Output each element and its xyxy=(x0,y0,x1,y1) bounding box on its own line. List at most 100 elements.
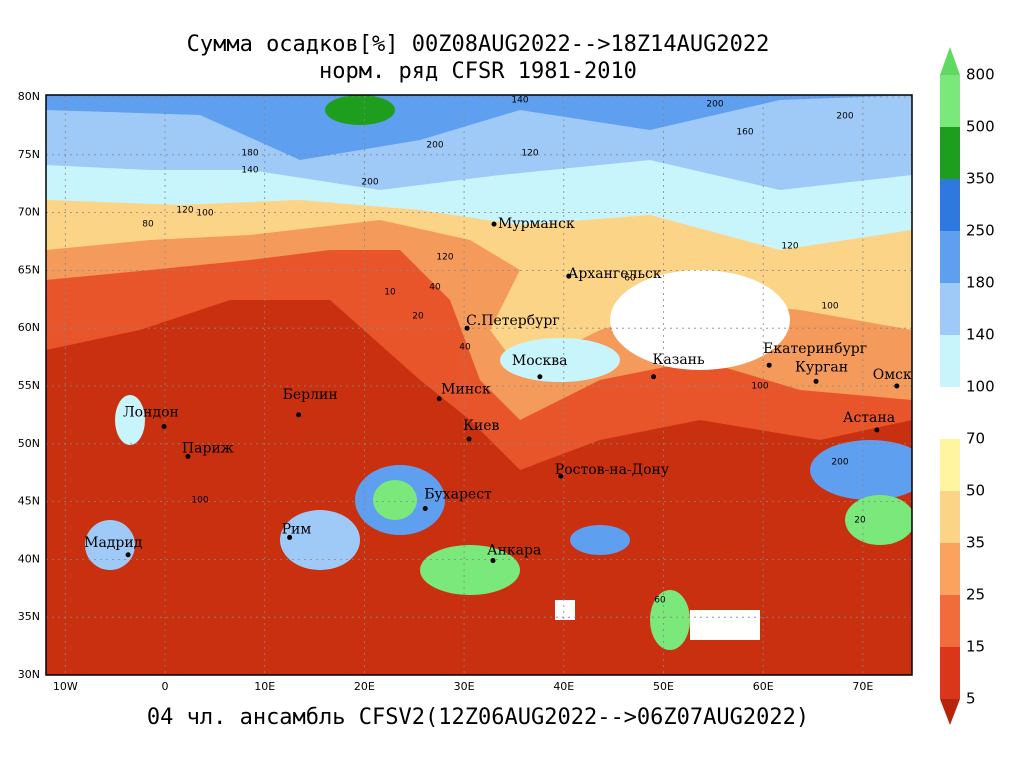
lat-label: 60N xyxy=(18,321,40,334)
colorbar-label: 350 xyxy=(966,170,995,188)
colorbar-label: 100 xyxy=(966,378,995,396)
city-dot xyxy=(436,396,442,402)
city-dot xyxy=(466,436,472,442)
lat-label: 35N xyxy=(18,610,40,623)
colorbar-swatch xyxy=(940,335,960,387)
field-missing xyxy=(555,600,575,620)
contour-label: 20 xyxy=(854,516,866,526)
colorbar-swatch xyxy=(940,595,960,647)
colorbar-swatch xyxy=(940,75,960,127)
contour-label: 200 xyxy=(831,458,848,468)
city-dot xyxy=(490,558,496,564)
field-missing xyxy=(690,610,760,640)
city-label: Омск xyxy=(873,367,912,383)
field-blue-patch xyxy=(280,510,360,570)
city-dot xyxy=(766,362,772,368)
colorbar-label: 15 xyxy=(966,638,985,656)
city-dot xyxy=(185,454,191,460)
field-green-patch xyxy=(845,495,912,545)
colorbar-arrow xyxy=(940,47,960,75)
lon-label: 0 xyxy=(162,680,169,693)
contour-label: 20 xyxy=(412,312,424,322)
contour-label: 10 xyxy=(384,288,396,298)
grid xyxy=(46,95,912,676)
city-label: Ростов-на-Дону xyxy=(555,462,670,478)
city-dot xyxy=(894,383,900,389)
field-blue-patch xyxy=(570,525,630,555)
lat-label: 50N xyxy=(18,437,40,450)
city-dot xyxy=(558,473,564,479)
colorbar-label: 25 xyxy=(966,586,985,604)
field-blue-patch xyxy=(85,520,135,570)
colorbar-label: 35 xyxy=(966,534,985,552)
contour-label: 200 xyxy=(836,112,853,122)
lat-label: 65N xyxy=(18,263,40,276)
footer: 04 чл. ансамбль CFSV2(12Z06AUG2022-->06Z… xyxy=(147,705,809,730)
lon-label: 20E xyxy=(354,680,375,693)
colorbar-label: 500 xyxy=(966,118,995,136)
field-cyan-patch xyxy=(500,338,620,382)
colorbar-swatch xyxy=(940,179,960,231)
city-dot xyxy=(491,221,497,227)
colorbar: 800 500 350 250 180 140 100 70 50 35 25 15 5 xyxy=(940,47,995,725)
city-label: Минск xyxy=(441,382,491,398)
city-label: Курган xyxy=(795,359,848,375)
map-field xyxy=(46,95,912,675)
colorbar-swatch xyxy=(940,491,960,543)
contour-label: 200 xyxy=(361,178,378,188)
city-dot xyxy=(566,273,572,279)
field-blue xyxy=(46,95,912,160)
field-white xyxy=(610,270,790,370)
contour-label: 200 xyxy=(426,141,443,151)
lat-label: 80N xyxy=(18,90,40,103)
city-label: Мурманск xyxy=(498,216,575,232)
field-green-patch xyxy=(373,480,417,520)
contour-label: 100 xyxy=(196,209,213,219)
colorbar-swatch xyxy=(940,387,960,439)
city-label: Мадрид xyxy=(84,535,143,551)
colorbar-swatch xyxy=(940,231,960,283)
title: Сумма осадков[%] 00Z08AUG2022-->18Z14AUG… xyxy=(187,32,770,57)
field-green-patch xyxy=(420,545,520,595)
colorbar-label: 180 xyxy=(966,274,995,292)
contour-label: 120 xyxy=(781,242,798,252)
colorbar-label: 50 xyxy=(966,482,985,500)
field-blue-patch xyxy=(810,440,912,500)
city-label: Бухарест xyxy=(424,487,492,503)
colorbar-swatch xyxy=(940,283,960,335)
lat-label: 45N xyxy=(18,495,40,508)
lat-label: 30N xyxy=(18,668,40,681)
colorbar-swatch xyxy=(940,127,960,179)
contour-label: 60 xyxy=(624,274,636,284)
city-label: Берлин xyxy=(283,387,338,403)
colorbar-label: 140 xyxy=(966,326,995,344)
colorbar-swatch xyxy=(940,647,960,699)
city-dot xyxy=(651,374,657,380)
city-dot xyxy=(296,412,302,418)
contour-label: 160 xyxy=(736,128,753,138)
field-cyan-patch xyxy=(115,395,145,445)
contour-label: 60 xyxy=(654,596,666,606)
contour-label: 40 xyxy=(459,343,471,353)
city-dot xyxy=(874,427,880,433)
city-dot xyxy=(161,423,167,429)
lon-label: 60E xyxy=(753,680,774,693)
city-dot xyxy=(287,534,293,540)
colorbar-label: 250 xyxy=(966,222,995,240)
map-frame xyxy=(45,94,913,676)
city-dot xyxy=(537,374,543,380)
city-label: Архангельск xyxy=(568,266,662,282)
contour-label: 120 xyxy=(436,253,453,263)
lon-label: 40E xyxy=(553,680,574,693)
lat-label: 55N xyxy=(18,379,40,392)
field-green xyxy=(325,95,395,125)
contour-label: 180 xyxy=(241,149,258,159)
city-label: Москва xyxy=(512,353,568,369)
city-label: Казань xyxy=(653,352,705,368)
lat-label: 40N xyxy=(18,552,40,565)
colorbar-label: 800 xyxy=(966,66,995,84)
contour-label: 120 xyxy=(176,206,193,216)
city-label: Екатеринбург xyxy=(763,341,867,357)
colorbar-label: 5 xyxy=(966,690,976,708)
